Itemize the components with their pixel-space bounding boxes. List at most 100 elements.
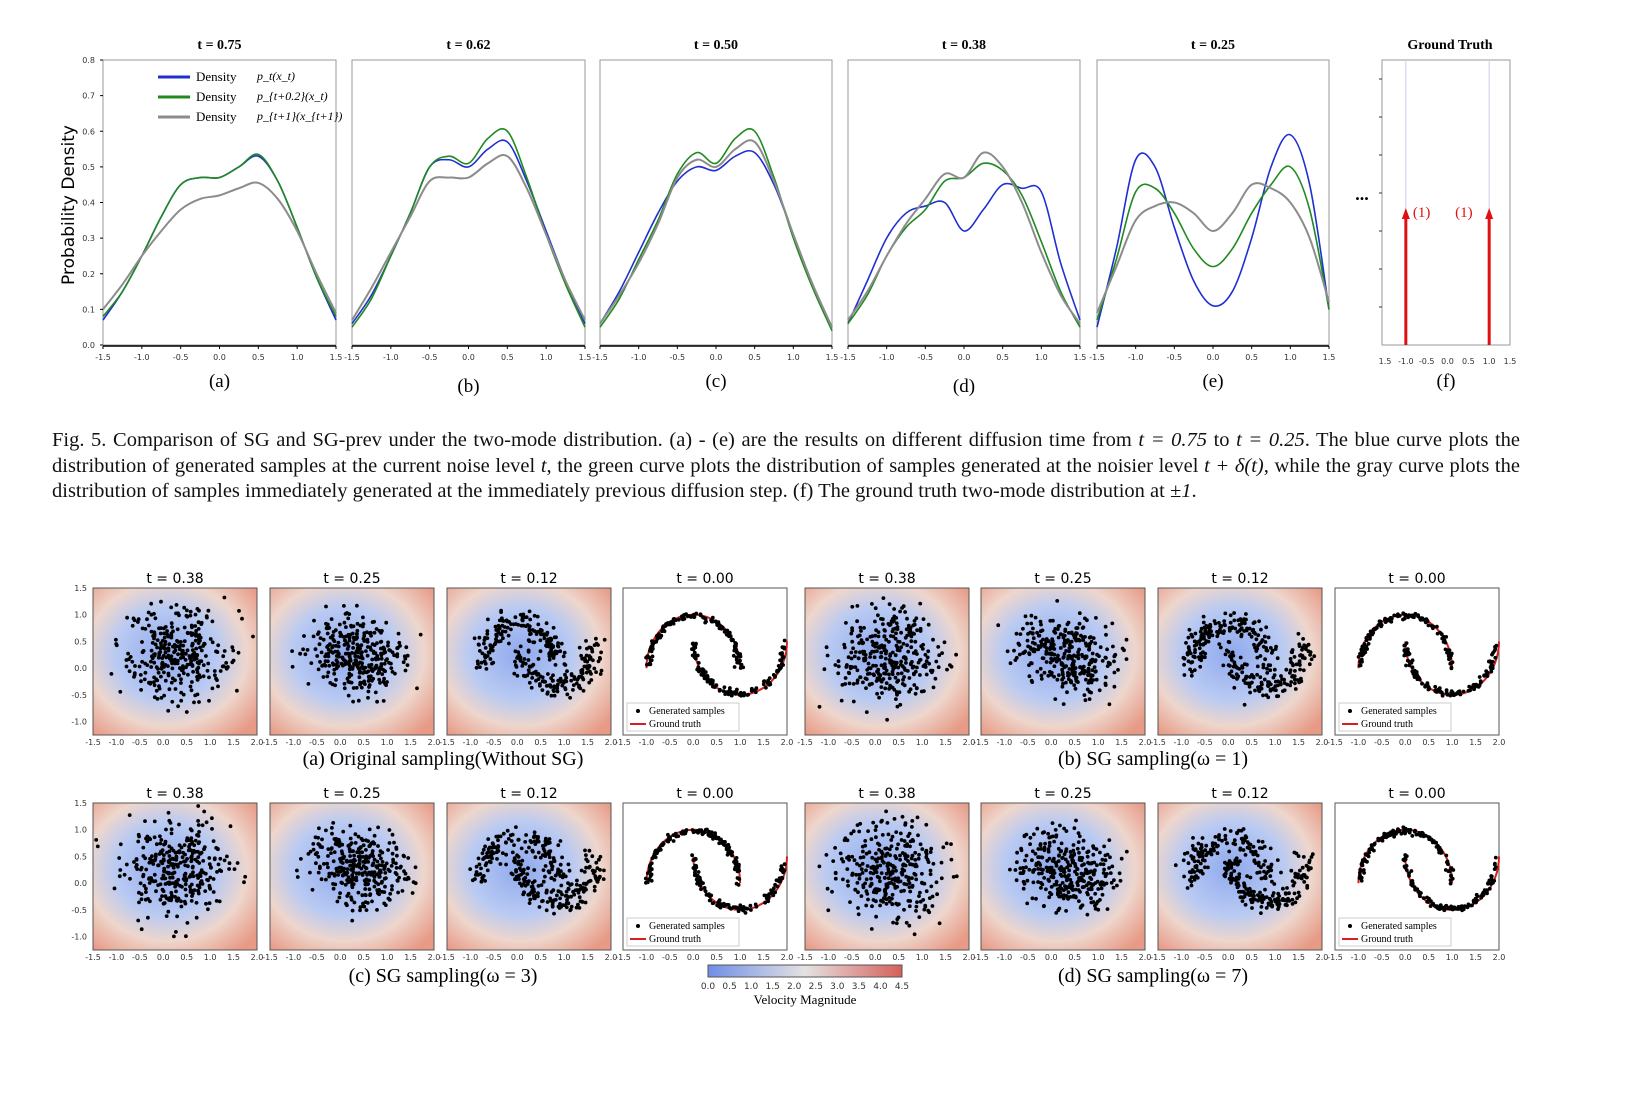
sample-point [842, 642, 847, 647]
x-tick-label: -1.5 [1089, 353, 1105, 362]
sample-point [867, 850, 872, 855]
sample-point [594, 670, 598, 674]
x-tick-label: 1.5 [581, 953, 594, 962]
sample-point [365, 882, 370, 886]
sample-point [553, 663, 558, 667]
sample-point [373, 666, 377, 671]
sample-point [727, 630, 732, 635]
sample-point [380, 850, 385, 855]
sample-point [321, 675, 326, 679]
sample-point [555, 643, 560, 648]
sample-point [354, 685, 359, 690]
sample-point [351, 635, 356, 640]
sample-point [1182, 673, 1187, 677]
sample-point [584, 881, 589, 886]
sample-point [1124, 637, 1129, 642]
sample-point [893, 854, 898, 858]
sample-point [1215, 634, 1220, 639]
sample-point [379, 662, 384, 666]
sample-point [519, 846, 524, 851]
sample-point [519, 862, 523, 867]
sample-point [904, 627, 909, 632]
sample-point [877, 888, 882, 892]
sample-point [1261, 863, 1266, 867]
sample-point [299, 857, 303, 861]
sample-point [316, 632, 320, 636]
sample-point [372, 878, 377, 883]
sample-point [141, 854, 146, 858]
sample-point [538, 638, 543, 643]
sample-point [1078, 890, 1082, 894]
sample-point [479, 660, 484, 665]
sample-point [140, 659, 145, 664]
sample-point [366, 689, 371, 694]
sample-point [692, 646, 697, 650]
sample-point [370, 899, 374, 904]
sample-point [560, 875, 565, 880]
x-tick-label: 2.0 [605, 738, 618, 747]
sample-point [749, 689, 754, 693]
sample-point [585, 666, 590, 671]
sample-point [193, 624, 198, 628]
sample-point [336, 640, 341, 645]
sample-point [1091, 883, 1095, 887]
sample-point [356, 854, 361, 859]
sample-point [1223, 611, 1228, 616]
subfigure-label: (a) Original sampling(Without SG) [303, 748, 584, 770]
sample-point [541, 899, 545, 903]
velocity-scatter-panel: t = 0.38-1.5 -1.0 -0.5 0.0 0.5 1.0 1.5 2.0 [797, 786, 975, 962]
sample-point [138, 881, 143, 886]
sample-point [208, 637, 213, 641]
sample-point [737, 660, 741, 665]
sample-point [1059, 886, 1064, 891]
sample-point [537, 905, 542, 909]
sample-point [1229, 655, 1234, 660]
sample-point [1258, 675, 1263, 680]
sample-point [347, 652, 352, 657]
sample-point [314, 861, 318, 866]
sample-point [136, 918, 141, 923]
sample-point [378, 868, 383, 873]
sample-point [1360, 653, 1364, 658]
sample-point [354, 864, 359, 868]
sample-point [763, 900, 767, 905]
sample-point [731, 653, 736, 658]
sample-point [649, 645, 654, 649]
sample-point [188, 684, 193, 689]
sample-point [1047, 835, 1052, 840]
sample-point [316, 854, 321, 859]
sample-point [873, 619, 877, 624]
sample-point [138, 673, 143, 677]
sample-point [1032, 867, 1037, 872]
sample-point [572, 892, 577, 897]
sample-point [734, 866, 739, 871]
sample-point [364, 854, 369, 859]
x-tick-label: 0.0 [1222, 738, 1235, 747]
sample-point [762, 679, 767, 683]
sample-point [906, 878, 911, 882]
sample-point [1017, 652, 1022, 657]
sample-point [520, 664, 525, 668]
sample-point [161, 873, 166, 878]
sample-point [136, 617, 141, 622]
sample-point [216, 684, 220, 689]
sample-point [594, 636, 598, 641]
x-tick-label: -1.5 [1327, 738, 1343, 747]
sample-point [1198, 657, 1203, 662]
sample-point [549, 693, 554, 698]
sample-point [345, 903, 349, 908]
x-tick-label: 2.0 [251, 953, 264, 962]
sample-point [1100, 892, 1105, 897]
sample-point [301, 647, 305, 652]
sample-point [1258, 654, 1263, 658]
x-tick-label: 1.0 [1446, 738, 1459, 747]
sample-point [1276, 694, 1281, 698]
sample-point [526, 658, 531, 662]
sample-point [1061, 672, 1065, 677]
sample-point [882, 634, 887, 638]
sample-point [387, 828, 392, 832]
sample-point [1243, 853, 1248, 857]
sample-point [1068, 679, 1073, 684]
sample-point [726, 903, 731, 907]
sample-point [1374, 626, 1379, 630]
